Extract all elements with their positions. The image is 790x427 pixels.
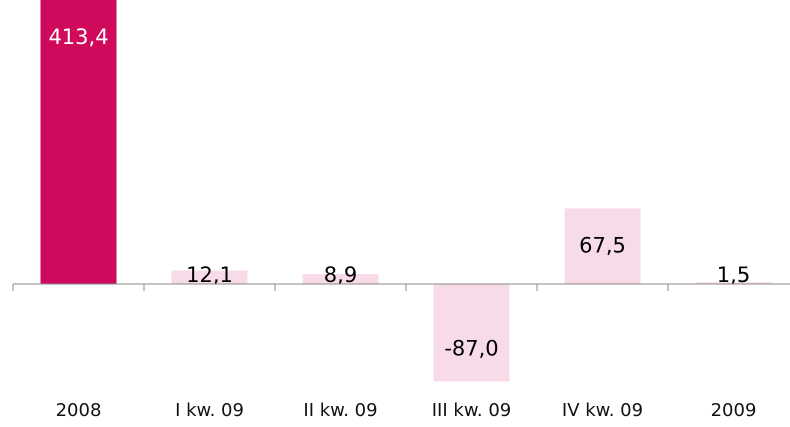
bar xyxy=(433,284,510,382)
value-label: 12,1 xyxy=(186,263,233,287)
value-label: 1,5 xyxy=(717,263,750,287)
x-tick-label: IV kw. 09 xyxy=(562,400,643,421)
value-label: -87,0 xyxy=(444,336,498,360)
bar xyxy=(564,208,641,284)
x-tick-label: I kw. 09 xyxy=(175,400,244,421)
value-label: 67,5 xyxy=(579,233,626,257)
x-tick-label: II kw. 09 xyxy=(303,400,377,421)
bar xyxy=(171,270,248,284)
bar xyxy=(302,274,379,284)
x-tick-label: III kw. 09 xyxy=(432,400,512,421)
bar xyxy=(40,0,117,284)
value-label: 8,9 xyxy=(324,263,357,287)
x-tick-label: 2008 xyxy=(56,400,102,421)
bar xyxy=(695,282,772,284)
x-tick-label: 2009 xyxy=(711,400,757,421)
value-label: 413,4 xyxy=(48,25,108,49)
